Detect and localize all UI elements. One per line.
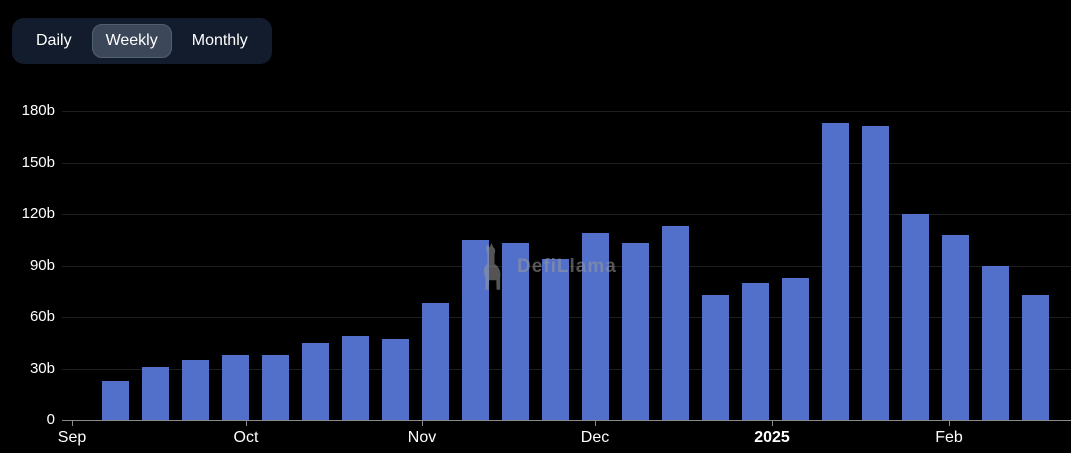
bar-week-12[interactable] <box>542 258 569 420</box>
view-option-weekly[interactable]: Weekly <box>91 24 172 58</box>
y-axis-label: 0 <box>46 411 55 428</box>
y-axis-label: 120b <box>21 205 55 222</box>
x-axis-tick <box>772 421 773 426</box>
view-option-daily[interactable]: Daily <box>28 25 80 57</box>
bar-week-13[interactable] <box>582 232 609 420</box>
x-axis-tick <box>595 421 596 426</box>
x-axis-label: Feb <box>935 429 963 446</box>
x-axis-label: Nov <box>407 429 437 446</box>
x-axis-label: Sep <box>57 429 87 446</box>
y-axis-label: 30b <box>29 359 55 377</box>
bar-week-4[interactable] <box>222 354 249 420</box>
x-axis-label: Oct <box>233 429 259 446</box>
y-axis-label: 180b <box>21 102 55 119</box>
y-axis-label: 60b <box>29 308 55 325</box>
bar-week-8[interactable] <box>382 339 409 420</box>
x-axis-tick <box>422 421 423 426</box>
bar-week-17[interactable] <box>742 282 769 420</box>
bar-week-2[interactable] <box>142 366 169 420</box>
x-axis-tick <box>72 421 73 426</box>
bar-week-19[interactable] <box>822 123 849 420</box>
gridline <box>62 111 1071 112</box>
interval-toggle-group: Daily Weekly Monthly <box>12 18 272 64</box>
bar-week-15[interactable] <box>662 226 689 420</box>
bar-week-11[interactable] <box>502 243 529 420</box>
bar-week-21[interactable] <box>902 214 929 420</box>
bar-week-6[interactable] <box>302 342 329 420</box>
bar-week-16[interactable] <box>702 294 729 420</box>
x-axis-label: Dec <box>580 429 610 446</box>
bar-week-23[interactable] <box>982 265 1009 420</box>
bar-week-1[interactable] <box>102 380 129 420</box>
gridline <box>62 214 1071 215</box>
bar-week-3[interactable] <box>182 359 209 420</box>
bar-week-5[interactable] <box>262 354 289 420</box>
y-axis-label: 150b <box>21 153 55 171</box>
bar-week-7[interactable] <box>342 335 369 420</box>
x-axis-tick <box>246 421 247 426</box>
bar-week-22[interactable] <box>942 234 969 420</box>
bar-week-9[interactable] <box>422 303 449 420</box>
bar-week-18[interactable] <box>782 277 809 420</box>
bar-week-24[interactable] <box>1022 294 1049 420</box>
gridline <box>62 162 1071 164</box>
bar-week-14[interactable] <box>622 243 649 420</box>
x-axis-label: 2025 <box>754 429 790 446</box>
view-option-monthly[interactable]: Monthly <box>184 25 256 57</box>
x-axis-tick <box>949 421 950 426</box>
x-axis-line <box>62 420 1071 421</box>
bar-week-20[interactable] <box>862 126 889 420</box>
bar-week-10[interactable] <box>462 239 489 420</box>
y-axis-label: 90b <box>29 256 55 274</box>
